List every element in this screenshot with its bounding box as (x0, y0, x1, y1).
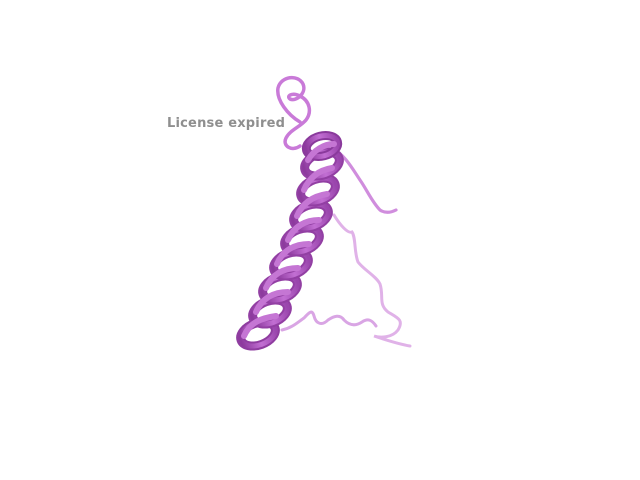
bottom-coil (280, 310, 378, 332)
license-watermark: License expired (167, 116, 286, 131)
long-coil-tail (332, 213, 412, 348)
alpha-helix (236, 130, 344, 351)
upper-right-coil (330, 146, 398, 214)
top-loop-coil (276, 75, 312, 151)
